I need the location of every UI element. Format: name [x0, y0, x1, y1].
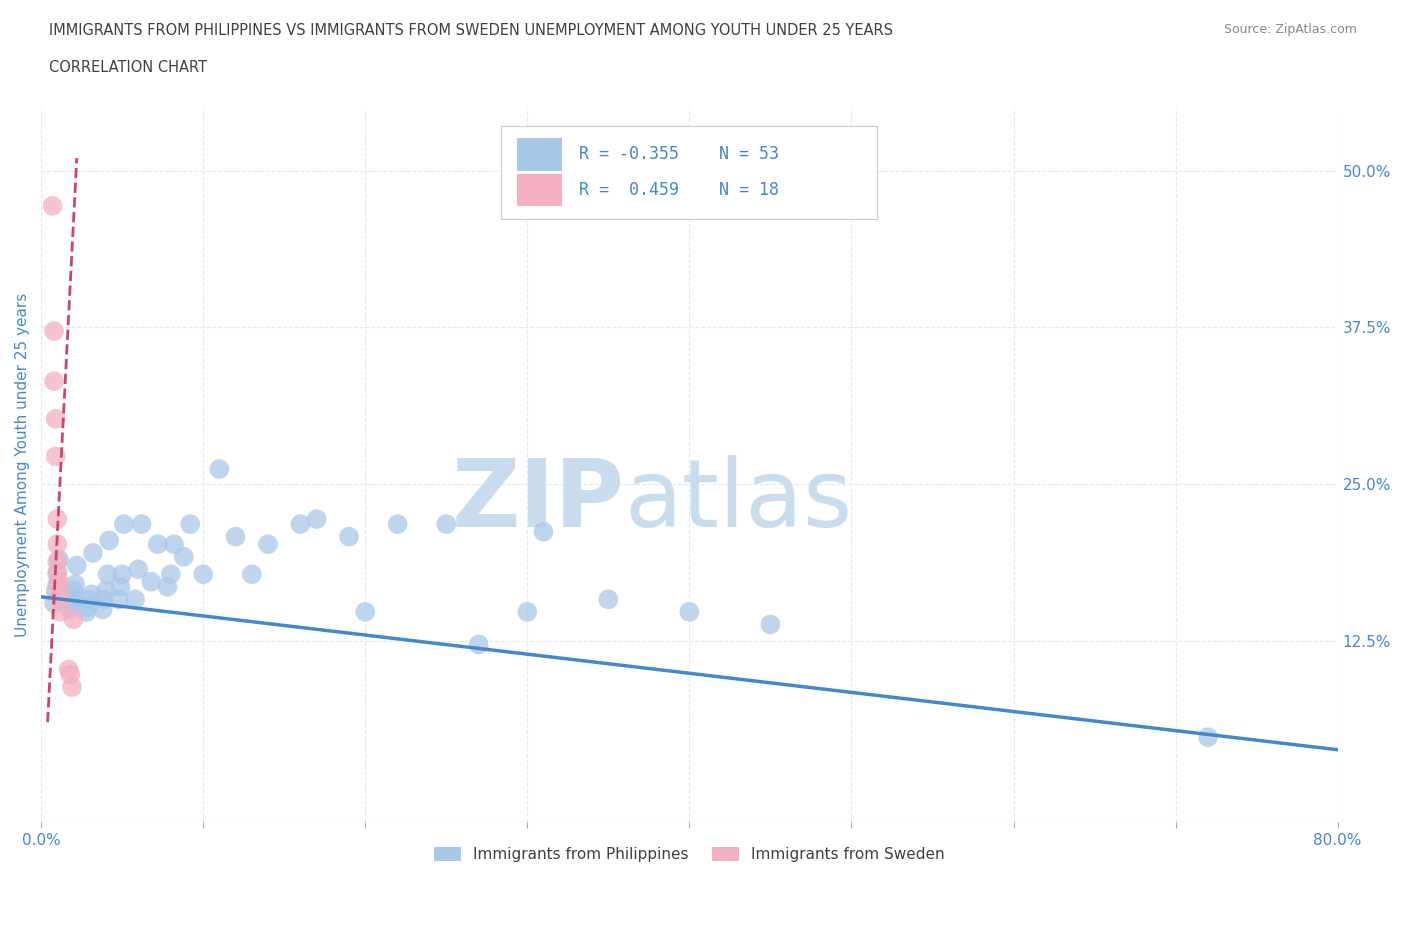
Point: [49, 604, 72, 619]
Point: [62, 590, 84, 604]
Point: [58, 662, 80, 677]
Point: [112, 517, 135, 532]
Bar: [502, 126, 877, 219]
Point: [93, 591, 115, 606]
Point: [62, 583, 84, 598]
Point: [434, 517, 457, 532]
Point: [1197, 730, 1219, 745]
Point: [46, 512, 69, 526]
Point: [146, 537, 169, 551]
Point: [48, 551, 70, 566]
Point: [111, 566, 134, 581]
Point: [110, 579, 132, 594]
Point: [354, 604, 377, 619]
Point: [678, 604, 700, 619]
Point: [59, 667, 82, 682]
Point: [337, 529, 360, 544]
Point: [60, 595, 83, 610]
Point: [225, 529, 247, 544]
Point: [46, 554, 69, 569]
Text: Source: ZipAtlas.com: Source: ZipAtlas.com: [1223, 23, 1357, 36]
Text: R =  0.459    N = 18: R = 0.459 N = 18: [579, 181, 779, 199]
Point: [156, 579, 179, 594]
Point: [127, 562, 149, 577]
Point: [60, 680, 83, 695]
Point: [46, 566, 69, 581]
Text: IMMIGRANTS FROM PHILIPPINES VS IMMIGRANTS FROM SWEDEN UNEMPLOYMENT AMONG YOUTH U: IMMIGRANTS FROM PHILIPPINES VS IMMIGRANT…: [49, 23, 893, 38]
Point: [467, 637, 489, 652]
Point: [45, 583, 67, 598]
Text: R = -0.355    N = 53: R = -0.355 N = 53: [579, 145, 779, 164]
Point: [193, 566, 215, 581]
Point: [759, 617, 782, 631]
Text: ZIP: ZIP: [451, 455, 624, 547]
Bar: [517, 139, 562, 170]
Point: [131, 517, 153, 532]
Point: [96, 566, 118, 581]
Point: [41, 198, 63, 213]
Point: [62, 612, 84, 627]
Point: [108, 591, 131, 606]
Point: [98, 533, 121, 548]
Point: [48, 587, 70, 602]
Point: [179, 517, 201, 532]
Point: [42, 324, 65, 339]
Point: [240, 566, 263, 581]
Point: [141, 575, 163, 590]
Point: [124, 591, 146, 606]
Point: [79, 591, 101, 606]
Point: [82, 546, 104, 561]
Point: [46, 577, 69, 591]
Point: [45, 411, 67, 426]
Point: [49, 591, 72, 606]
Point: [598, 591, 620, 606]
Point: [63, 577, 86, 591]
Point: [387, 517, 409, 532]
Point: [173, 550, 195, 565]
Point: [290, 517, 312, 532]
Text: atlas: atlas: [624, 455, 853, 547]
Point: [66, 558, 89, 573]
Point: [257, 537, 280, 551]
Point: [48, 575, 70, 590]
Point: [48, 579, 70, 594]
Point: [42, 374, 65, 389]
Bar: [517, 174, 562, 206]
Y-axis label: Unemployment Among Youth under 25 years: Unemployment Among Youth under 25 years: [15, 293, 30, 637]
Point: [77, 600, 100, 615]
Point: [533, 525, 555, 539]
Point: [94, 583, 117, 598]
Point: [208, 461, 231, 476]
Point: [80, 587, 103, 602]
Point: [159, 566, 181, 581]
Point: [163, 537, 186, 551]
Point: [91, 602, 114, 617]
Point: [516, 604, 538, 619]
Legend: Immigrants from Philippines, Immigrants from Sweden: Immigrants from Philippines, Immigrants …: [427, 841, 952, 869]
Point: [76, 604, 98, 619]
Point: [305, 512, 328, 526]
Point: [46, 565, 69, 579]
Point: [59, 602, 82, 617]
Point: [46, 537, 69, 551]
Text: CORRELATION CHART: CORRELATION CHART: [49, 60, 207, 75]
Point: [42, 595, 65, 610]
Point: [45, 449, 67, 464]
